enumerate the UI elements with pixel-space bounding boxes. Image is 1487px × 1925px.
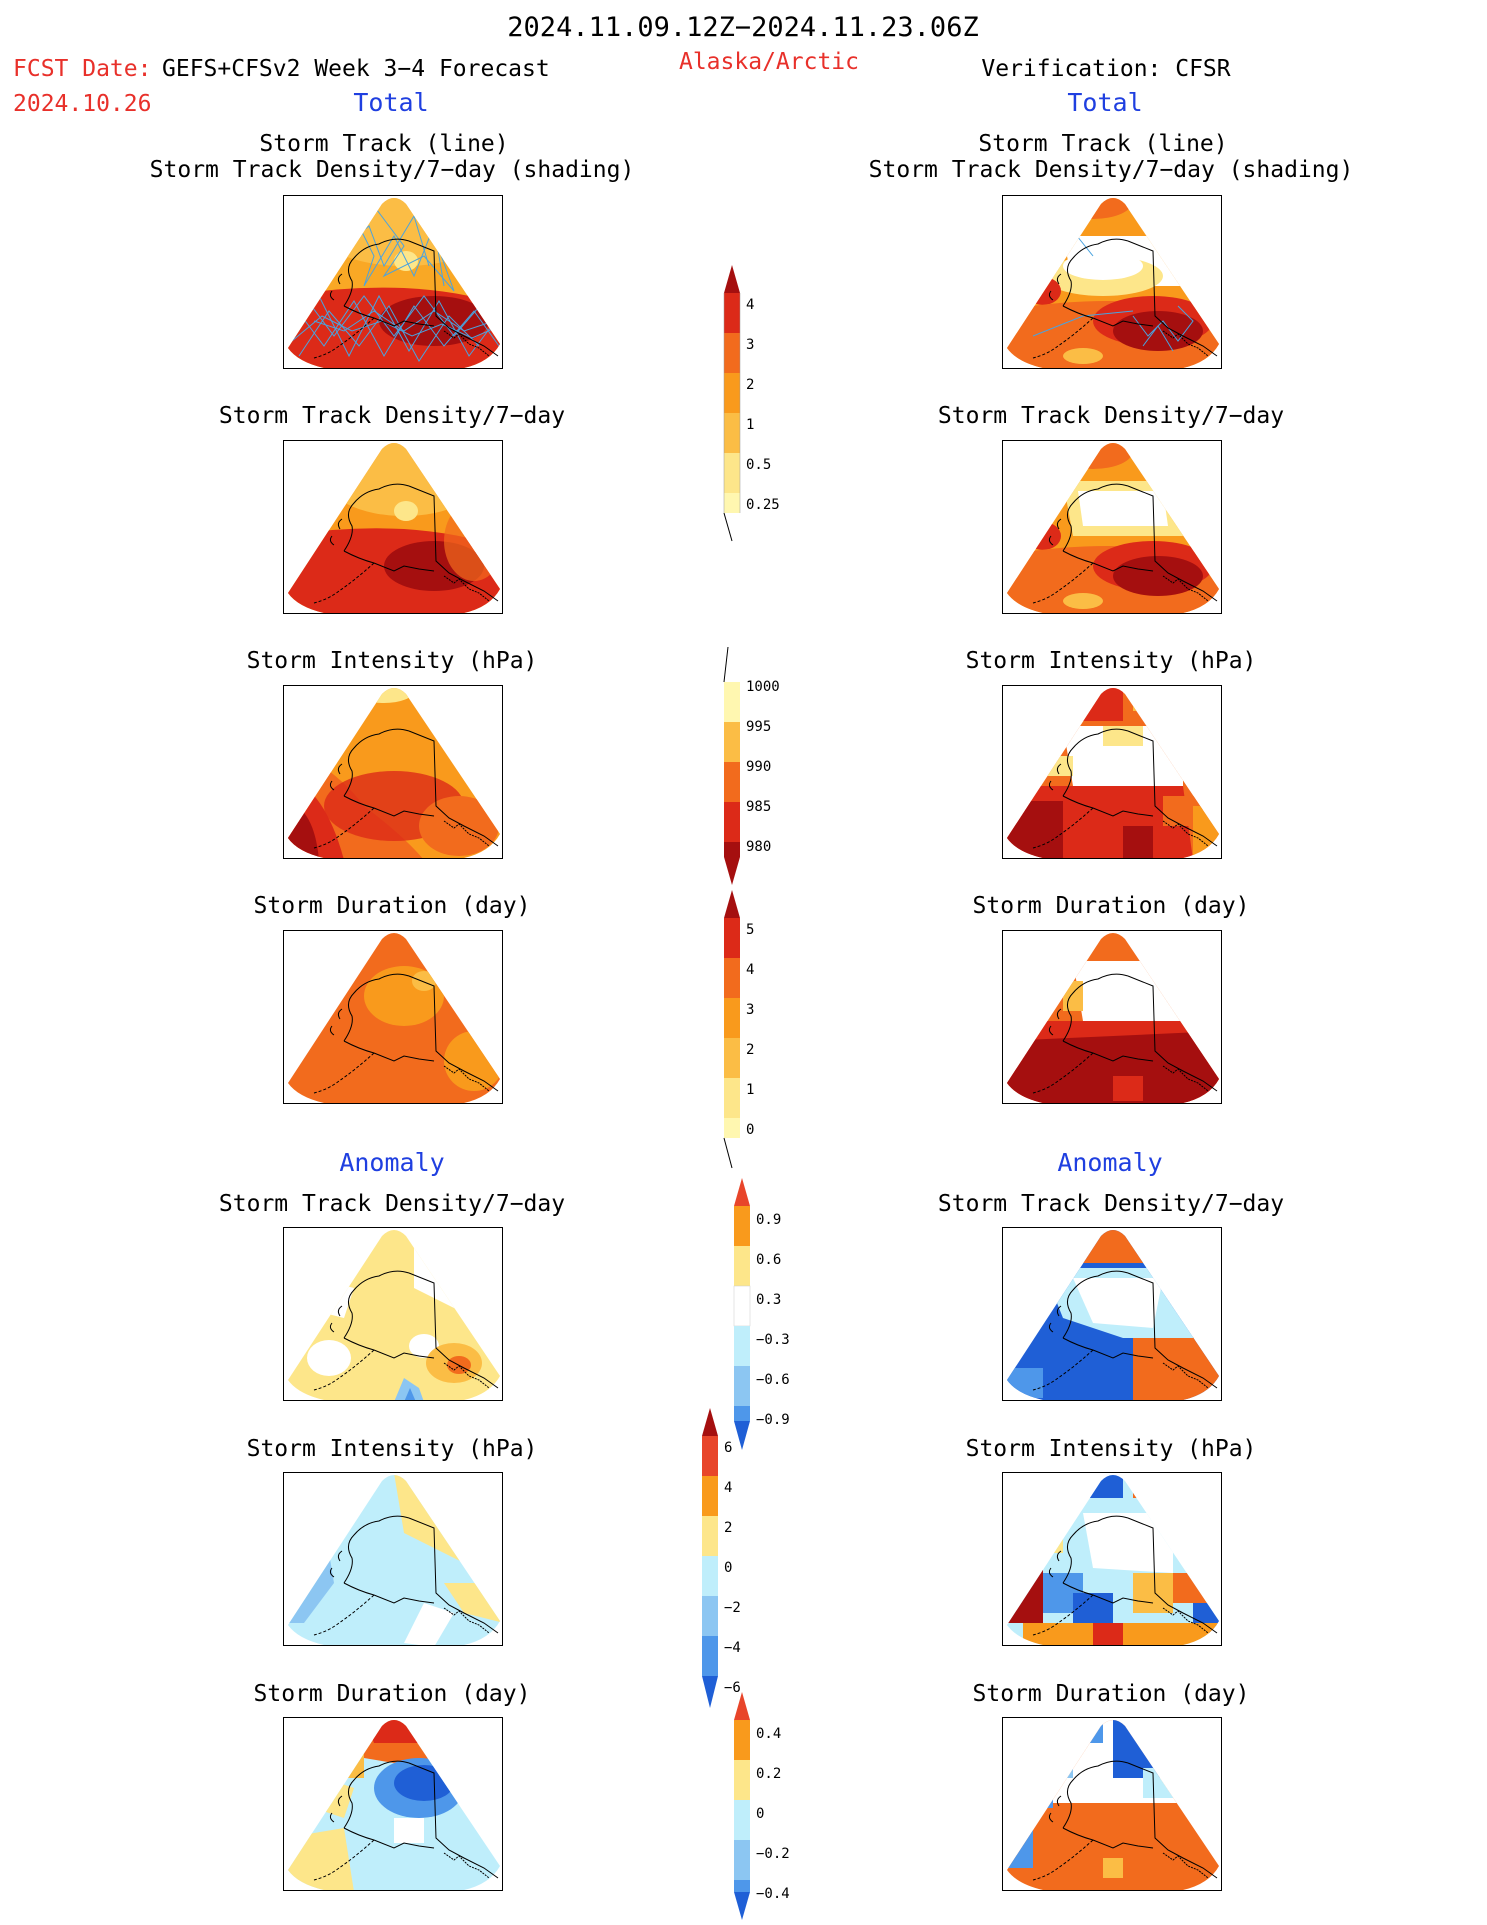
colorbar-label: −0.3 (756, 1332, 790, 1348)
colorbar-label: −4 (724, 1640, 741, 1656)
title-track-shading-right: Storm Track Density/7−day (shading) (868, 157, 1354, 183)
map-density-total-forecast (283, 440, 503, 614)
title-density-anom-left: Storm Track Density/7−day (218, 1191, 566, 1217)
title-intensity-right: Storm Intensity (hPa) (965, 648, 1257, 674)
colorbar-label: −0.2 (756, 1846, 790, 1862)
colorbar-label: 2 (724, 1520, 733, 1536)
right-anomaly-label: Anomaly (1057, 1148, 1163, 1177)
title-duration-anom-left: Storm Duration (day) (253, 1681, 531, 1707)
colorbar-duration-total: 5 4 3 2 1 0 (720, 890, 800, 1170)
map-track-total-forecast (283, 195, 503, 369)
forecast-model-title: GEFS+CFSv2 Week 3−4 Forecast (162, 56, 550, 82)
colorbar-label: 4 (724, 1480, 733, 1496)
colorbar-intensity-anomaly: 6 4 2 0 −2 −4 −6 (698, 1408, 778, 1718)
colorbar-label: 1 (746, 417, 755, 433)
colorbar-density-anomaly: 0.9 0.6 0.3 −0.3 −0.6 −0.9 (730, 1178, 810, 1458)
colorbar-label: 0.6 (756, 1252, 782, 1268)
colorbar-label: 1 (746, 1082, 755, 1098)
colorbar-label: 4 (746, 962, 755, 978)
colorbar-label: 0 (746, 1122, 755, 1138)
colorbar-label: 0.25 (746, 497, 780, 513)
colorbar-label: −0.6 (756, 1372, 790, 1388)
map-duration-anomaly-verification (1002, 1717, 1222, 1891)
map-intensity-total-verification (1002, 685, 1222, 859)
colorbar-density-total: 4 3 2 1 0.5 0.25 (720, 265, 800, 550)
fcst-date-value: 2024.10.26 (13, 91, 152, 117)
title-track-line-right: Storm Track (line) (978, 131, 1228, 157)
map-density-anomaly-verification (1002, 1227, 1222, 1401)
map-density-anomaly-forecast (283, 1227, 503, 1401)
colorbar-label: 0.5 (746, 457, 772, 473)
colorbar-intensity-total: 1000 995 990 985 980 (720, 646, 800, 887)
left-total-label: Total (353, 88, 429, 117)
colorbar-label: 0.2 (756, 1766, 782, 1782)
colorbar-label: 0.9 (756, 1212, 782, 1228)
title-duration-right: Storm Duration (day) (972, 893, 1250, 919)
colorbar-label: −0.9 (756, 1412, 790, 1428)
title-intensity-anom-left: Storm Intensity (hPa) (246, 1436, 538, 1462)
colorbar-label: 6 (724, 1440, 733, 1456)
colorbar-label: 0 (756, 1806, 765, 1822)
map-intensity-anomaly-forecast (283, 1472, 503, 1646)
title-intensity-anom-right: Storm Intensity (hPa) (965, 1436, 1257, 1462)
colorbar-label: 0 (724, 1560, 733, 1576)
title-density-right: Storm Track Density/7−day (937, 403, 1285, 429)
title-intensity-left: Storm Intensity (hPa) (246, 648, 538, 674)
colorbar-label: −6 (724, 1680, 741, 1696)
title-duration-anom-right: Storm Duration (day) (972, 1681, 1250, 1707)
title-track-shading-left: Storm Track Density/7−day (shading) (149, 157, 635, 183)
colorbar-label: 5 (746, 922, 755, 938)
map-duration-total-forecast (283, 930, 503, 1104)
map-intensity-total-forecast (283, 685, 503, 859)
colorbar-label: 980 (746, 839, 772, 855)
colorbar-label: 2 (746, 1042, 755, 1058)
map-intensity-anomaly-verification (1002, 1472, 1222, 1646)
colorbar-label: −2 (724, 1600, 741, 1616)
region-title: Alaska/Arctic (678, 49, 860, 75)
left-anomaly-label: Anomaly (339, 1148, 445, 1177)
colorbar-label: 985 (746, 799, 772, 815)
colorbar-label: 0.4 (756, 1726, 782, 1742)
colorbar-label: 2 (746, 377, 755, 393)
title-duration-left: Storm Duration (day) (253, 893, 531, 919)
fcst-date-label: FCST Date: (13, 56, 152, 82)
colorbar-label: 1000 (746, 679, 780, 695)
colorbar-label: 4 (746, 297, 755, 313)
colorbar-duration-anomaly: 0.4 0.2 0 −0.2 −0.4 (730, 1692, 810, 1922)
period-title: 2024.11.09.12Z−2024.11.23.06Z (507, 12, 979, 43)
colorbar-label: −0.4 (756, 1886, 790, 1902)
colorbar-label: 995 (746, 719, 772, 735)
title-density-left: Storm Track Density/7−day (218, 403, 566, 429)
right-total-label: Total (1067, 88, 1143, 117)
map-track-total-verification (1002, 195, 1222, 369)
title-density-anom-right: Storm Track Density/7−day (937, 1191, 1285, 1217)
colorbar-label: 3 (746, 1002, 755, 1018)
colorbar-label: 0.3 (756, 1292, 782, 1308)
colorbar-label: 3 (746, 337, 755, 353)
colorbar-label: 990 (746, 759, 772, 775)
verification-title: Verification: CFSR (981, 56, 1231, 82)
title-track-line-left: Storm Track (line) (259, 131, 509, 157)
map-density-total-verification (1002, 440, 1222, 614)
map-duration-anomaly-forecast (283, 1717, 503, 1891)
map-duration-total-verification (1002, 930, 1222, 1104)
